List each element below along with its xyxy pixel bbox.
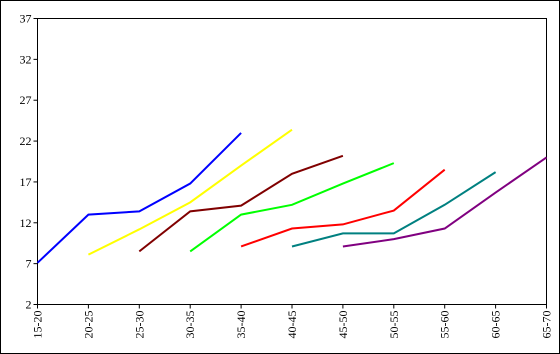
y-tick-label: 2	[26, 298, 32, 312]
x-tick-label: 60-65	[489, 311, 503, 339]
x-tick-label: 35-40	[234, 311, 248, 339]
series-line	[291, 171, 497, 248]
series-line	[342, 156, 548, 248]
x-tick-label: 55-60	[438, 311, 452, 339]
y-tick-label: 32	[20, 52, 32, 66]
series-line	[240, 168, 446, 248]
x-tick-label: 40-45	[285, 311, 299, 339]
x-tick-label: 65-70	[540, 311, 554, 339]
y-tick-label: 7	[26, 257, 32, 271]
y-tick-label: 37	[20, 12, 32, 26]
y-tick-label: 17	[20, 175, 32, 189]
x-tick-label: 25-30	[132, 311, 146, 339]
x-tick-label: 50-55	[387, 311, 401, 339]
x-tick-label: 45-50	[336, 311, 350, 339]
y-tick-label: 27	[20, 93, 32, 107]
series-line	[138, 154, 344, 253]
series-line	[36, 132, 242, 264]
series-line	[189, 162, 395, 253]
x-tick-label: 20-25	[81, 311, 95, 339]
x-tick-label: 15-20	[31, 311, 45, 339]
y-tick-label: 22	[20, 134, 32, 148]
x-tick-label: 30-35	[183, 311, 197, 339]
series-line	[87, 128, 293, 256]
y-tick-label: 12	[20, 216, 32, 230]
